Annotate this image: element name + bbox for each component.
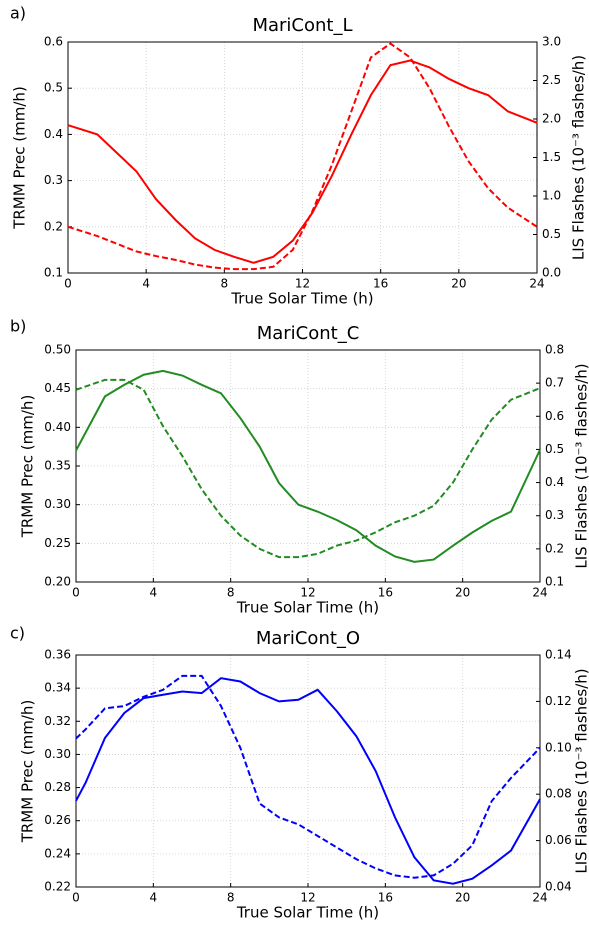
y-tick-label: 0.45 — [44, 381, 71, 395]
y2-tick-label: 0.10 — [545, 740, 572, 754]
y-tick-label: 0.40 — [44, 420, 71, 434]
series-line — [67, 42, 538, 271]
y-tick-label: 0.30 — [44, 747, 71, 761]
y-tick-label: 0.2 — [44, 219, 63, 233]
x-tick-label: 8 — [227, 891, 235, 905]
x-tick-label: 24 — [532, 586, 547, 600]
y-tick-label: 0.28 — [44, 780, 71, 794]
y-tick-label: 0.32 — [44, 714, 71, 728]
y-tick-label: 0.6 — [44, 35, 63, 49]
y-tick-label: 0.1 — [44, 266, 63, 280]
series-line — [67, 59, 538, 264]
x-tick-label: 4 — [150, 586, 158, 600]
y-tick-label: 0.20 — [44, 575, 71, 589]
x-tick-label: 0 — [72, 586, 80, 600]
y2-tick-label: 0.6 — [545, 409, 564, 423]
series-line — [75, 677, 541, 885]
y-tick-label: 0.5 — [44, 81, 63, 95]
y2-tick-label: 0.7 — [545, 376, 564, 390]
y2-tick-label: 0.4 — [545, 475, 564, 489]
y2-tick-label: 0.2 — [545, 541, 564, 555]
panel-label: a) — [10, 4, 26, 23]
y2-tick-label: 0.12 — [545, 694, 572, 708]
y-axis-label: TRMM Prec (mm/h) — [19, 395, 37, 539]
x-tick-label: 12 — [300, 891, 315, 905]
x-tick-label: 12 — [295, 277, 310, 291]
x-tick-label: 16 — [378, 586, 393, 600]
series-line — [75, 369, 541, 563]
y-tick-label: 0.36 — [44, 648, 71, 662]
y-tick-label: 0.30 — [44, 497, 71, 511]
x-tick-label: 20 — [455, 891, 470, 905]
y-tick-label: 0.4 — [44, 127, 63, 141]
y2-tick-label: 0.5 — [542, 227, 561, 241]
y2-tick-label: 0.5 — [545, 442, 564, 456]
x-tick-label: 8 — [227, 586, 235, 600]
x-tick-label: 24 — [532, 891, 547, 905]
series-line — [75, 674, 541, 879]
y-tick-label: 0.26 — [44, 813, 71, 827]
y2-tick-label: 0.0 — [542, 266, 561, 280]
x-tick-label: 16 — [373, 277, 388, 291]
y-tick-label: 0.50 — [44, 343, 71, 357]
y2-tick-label: 2.5 — [542, 73, 561, 87]
y2-tick-label: 0.3 — [545, 508, 564, 522]
plot-frame — [75, 654, 541, 888]
y2-tick-label: 1.0 — [542, 189, 561, 203]
y-tick-label: 0.3 — [44, 173, 63, 187]
x-tick-label: 0 — [64, 277, 72, 291]
x-tick-label: 4 — [142, 277, 150, 291]
y2-tick-label: 0.04 — [545, 880, 572, 894]
x-tick-label: 8 — [221, 277, 229, 291]
y-tick-label: 0.24 — [44, 846, 71, 860]
y2-tick-label: 0.14 — [545, 648, 572, 662]
y-tick-label: 0.35 — [44, 459, 71, 473]
x-tick-label: 0 — [72, 891, 80, 905]
y2-tick-label: 0.1 — [545, 575, 564, 589]
panel-label: b) — [10, 317, 26, 336]
chart-title: MariCont_O — [256, 628, 360, 649]
y2-axis-label: LIS Flashes (10⁻³ flashes/h) — [570, 55, 588, 260]
y2-tick-label: 0.8 — [545, 343, 564, 357]
y-tick-label: 0.34 — [44, 681, 71, 695]
y-axis-label: TRMM Prec (mm/h) — [11, 86, 29, 230]
chart-title: MariCont_L — [252, 15, 352, 36]
y2-tick-label: 3.0 — [542, 35, 561, 49]
x-axis-label: True Solar Time (h) — [236, 904, 379, 922]
x-tick-label: 24 — [529, 277, 544, 291]
y-tick-label: 0.22 — [44, 880, 71, 894]
x-axis-label: True Solar Time (h) — [236, 599, 379, 617]
y-axis-label: TRMM Prec (mm/h) — [19, 700, 37, 844]
chart-title: MariCont_C — [257, 323, 360, 344]
panel-label: c) — [10, 624, 25, 643]
x-tick-label: 20 — [455, 586, 470, 600]
y2-tick-label: 0.06 — [545, 833, 572, 847]
y2-tick-label: 1.5 — [542, 150, 561, 164]
x-tick-label: 12 — [300, 586, 315, 600]
y2-tick-label: 0.08 — [545, 787, 572, 801]
y2-axis-label: LIS Flashes (10⁻³ flashes/h) — [573, 363, 589, 568]
x-tick-label: 4 — [150, 891, 158, 905]
y2-axis-label: LIS Flashes (10⁻³ flashes/h) — [573, 668, 589, 873]
plot-frame — [67, 41, 538, 274]
plot-frame — [75, 349, 541, 583]
y-tick-label: 0.25 — [44, 536, 71, 550]
y2-tick-label: 2.0 — [542, 112, 561, 126]
x-tick-label: 16 — [378, 891, 393, 905]
x-axis-label: True Solar Time (h) — [230, 290, 373, 308]
x-tick-label: 20 — [451, 277, 466, 291]
